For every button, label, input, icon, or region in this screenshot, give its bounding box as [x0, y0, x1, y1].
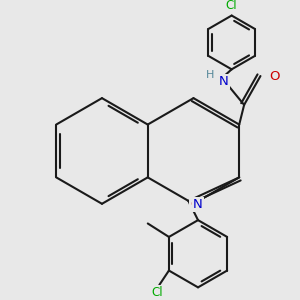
Text: O: O — [190, 198, 201, 211]
Text: Cl: Cl — [152, 286, 163, 299]
Text: O: O — [269, 70, 280, 83]
Text: Cl: Cl — [226, 0, 238, 12]
Text: H: H — [206, 70, 215, 80]
Text: N: N — [219, 75, 229, 88]
Text: N: N — [193, 198, 203, 211]
